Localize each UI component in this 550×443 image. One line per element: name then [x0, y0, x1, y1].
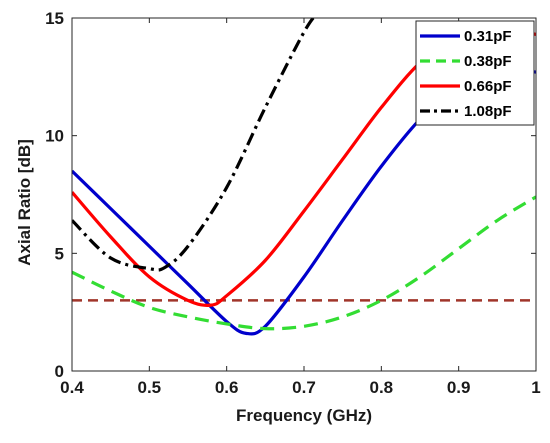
y-axis-label: Axial Ratio [dB]	[15, 139, 34, 266]
y-tick-label: 10	[45, 127, 64, 146]
y-tick-label: 5	[55, 244, 64, 263]
legend: 0.31pF 0.38pF 0.66pF 1.08pF	[415, 20, 535, 126]
legend-label: 1.08pF	[464, 103, 512, 120]
series-line-1-08pf	[72, 18, 316, 272]
x-tick-label: 1	[531, 378, 540, 397]
x-tick-label: 0.9	[447, 378, 471, 397]
y-tick-label: 15	[45, 9, 64, 28]
legend-label: 0.38pF	[464, 53, 512, 70]
x-tick-label: 0.5	[138, 378, 162, 397]
x-tick-label: 0.6	[215, 378, 239, 397]
legend-label: 0.66pF	[464, 78, 512, 95]
x-tick-label: 0.4	[60, 378, 84, 397]
series-line-0-38pf	[72, 195, 536, 331]
legend-box	[415, 20, 535, 126]
x-tick-label: 0.7	[292, 378, 316, 397]
x-tick-label: 0.8	[370, 378, 394, 397]
legend-label: 0.31pF	[464, 28, 512, 45]
x-axis-label: Frequency (GHz)	[236, 406, 372, 425]
y-tick-label: 0	[55, 362, 64, 381]
